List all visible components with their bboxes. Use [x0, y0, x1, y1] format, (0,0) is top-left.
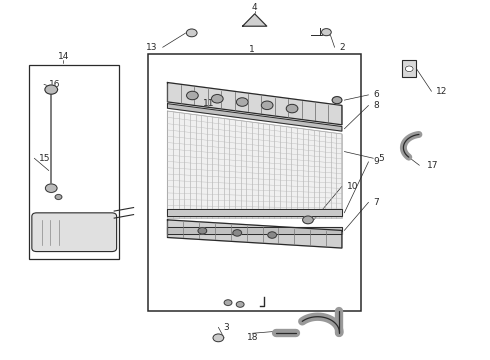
Circle shape: [268, 232, 276, 238]
Polygon shape: [168, 111, 342, 218]
Text: 6: 6: [373, 90, 379, 99]
Polygon shape: [168, 209, 342, 216]
Text: 7: 7: [373, 198, 379, 207]
Text: 11: 11: [203, 99, 215, 108]
Text: 16: 16: [49, 80, 60, 89]
Circle shape: [45, 85, 57, 94]
Text: 5: 5: [378, 154, 384, 163]
Circle shape: [46, 184, 57, 192]
Bar: [148, 54, 361, 311]
Circle shape: [332, 96, 342, 104]
Text: 12: 12: [437, 87, 448, 96]
Polygon shape: [243, 14, 267, 26]
Circle shape: [233, 230, 242, 236]
Circle shape: [321, 29, 331, 36]
Text: 13: 13: [147, 43, 158, 52]
Polygon shape: [168, 82, 342, 125]
Circle shape: [236, 302, 244, 307]
Circle shape: [212, 95, 223, 103]
Circle shape: [405, 66, 413, 72]
FancyBboxPatch shape: [32, 213, 117, 252]
Circle shape: [187, 91, 198, 100]
Bar: [29, 65, 119, 258]
Circle shape: [303, 216, 313, 224]
Text: 9: 9: [373, 157, 379, 166]
Text: 18: 18: [246, 333, 258, 342]
Circle shape: [213, 334, 223, 342]
Circle shape: [55, 194, 62, 199]
Text: 1: 1: [249, 45, 255, 54]
Circle shape: [186, 29, 197, 37]
Text: 8: 8: [373, 101, 379, 110]
Circle shape: [236, 98, 248, 106]
Circle shape: [286, 104, 298, 113]
Text: 14: 14: [58, 51, 69, 60]
Text: 17: 17: [427, 161, 438, 170]
Bar: [402, 60, 416, 77]
Text: 2: 2: [340, 43, 345, 52]
Circle shape: [198, 228, 207, 234]
Text: 4: 4: [252, 3, 258, 12]
Text: 15: 15: [39, 154, 50, 163]
Circle shape: [224, 300, 232, 305]
Polygon shape: [168, 227, 342, 234]
Polygon shape: [168, 220, 342, 248]
Polygon shape: [168, 104, 342, 131]
Text: 3: 3: [223, 323, 229, 332]
Circle shape: [261, 101, 273, 109]
Text: 10: 10: [347, 182, 358, 191]
